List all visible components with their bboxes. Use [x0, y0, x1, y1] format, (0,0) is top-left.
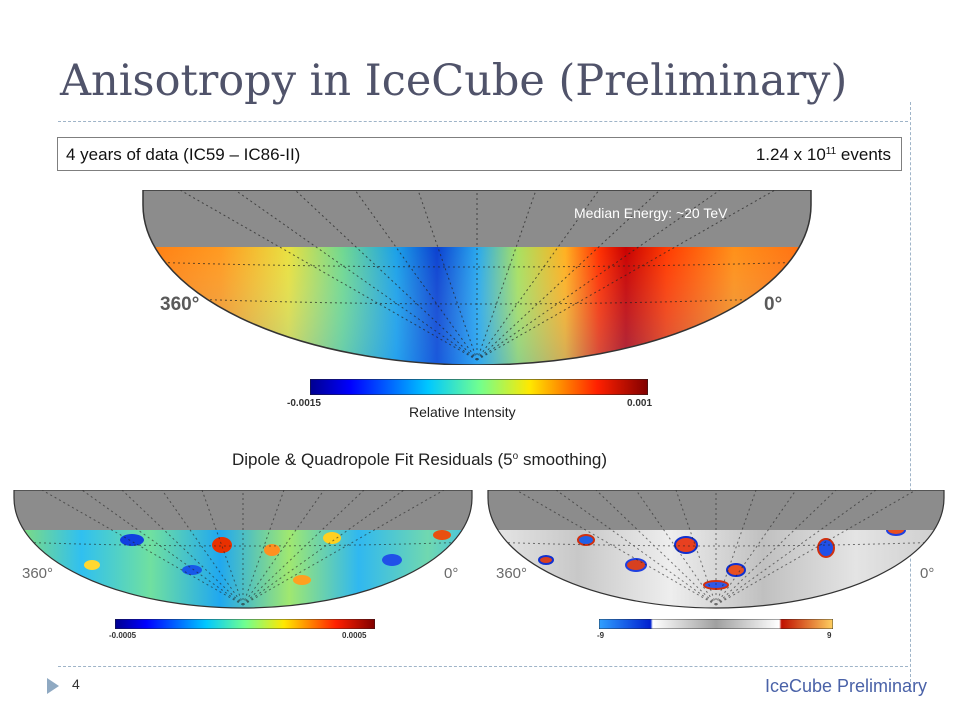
significance-colorbar	[599, 619, 833, 629]
median-energy-label: Median Energy: ~20 TeV	[574, 205, 728, 221]
data-years-text: 4 years of data (IC59 – IC86-II)	[66, 145, 301, 164]
residual-intensity-skymap	[13, 490, 473, 609]
footer-text: IceCube Preliminary	[765, 676, 928, 696]
event-count-text: 1.24 x 1011 events	[755, 145, 891, 164]
slide-title: Anisotropy in IceCube (Preliminary)	[60, 56, 848, 106]
ra-360-label: 360°	[160, 294, 200, 315]
residual-colorbar-min-label: -0.0005	[109, 631, 137, 640]
footer-divider	[58, 666, 908, 667]
residual-intensity-colorbar	[115, 619, 375, 629]
significance-colorbar-min-label: -9	[597, 631, 605, 640]
relative-intensity-skymap	[142, 190, 812, 365]
residuals-heading: Dipole & Quadropole Fit Residuals (5o sm…	[232, 450, 608, 469]
right-divider	[910, 102, 911, 687]
title-divider	[58, 121, 908, 122]
colorbar-max-label: 0.001	[627, 398, 653, 409]
colorbar-min-label: -0.0015	[287, 398, 321, 409]
significance-colorbar-max-label: 9	[827, 631, 832, 640]
residual-ra-360-label: 360°	[22, 565, 54, 582]
data-summary-box: 4 years of data (IC59 – IC86-II) 1.24 x …	[57, 137, 902, 171]
residual-ra-0-label: 0°	[444, 565, 459, 582]
page-number: 4	[72, 676, 80, 692]
relative-intensity-colorbar	[310, 379, 648, 395]
bullet-arrow-icon	[47, 678, 59, 694]
significance-skymap	[487, 490, 945, 609]
significance-ra-360-label: 360°	[496, 565, 528, 582]
residual-colorbar-max-label: 0.0005	[342, 631, 367, 640]
colorbar-title: Relative Intensity	[409, 404, 516, 420]
ra-0-label: 0°	[764, 294, 783, 315]
significance-ra-0-label: 0°	[920, 565, 935, 582]
